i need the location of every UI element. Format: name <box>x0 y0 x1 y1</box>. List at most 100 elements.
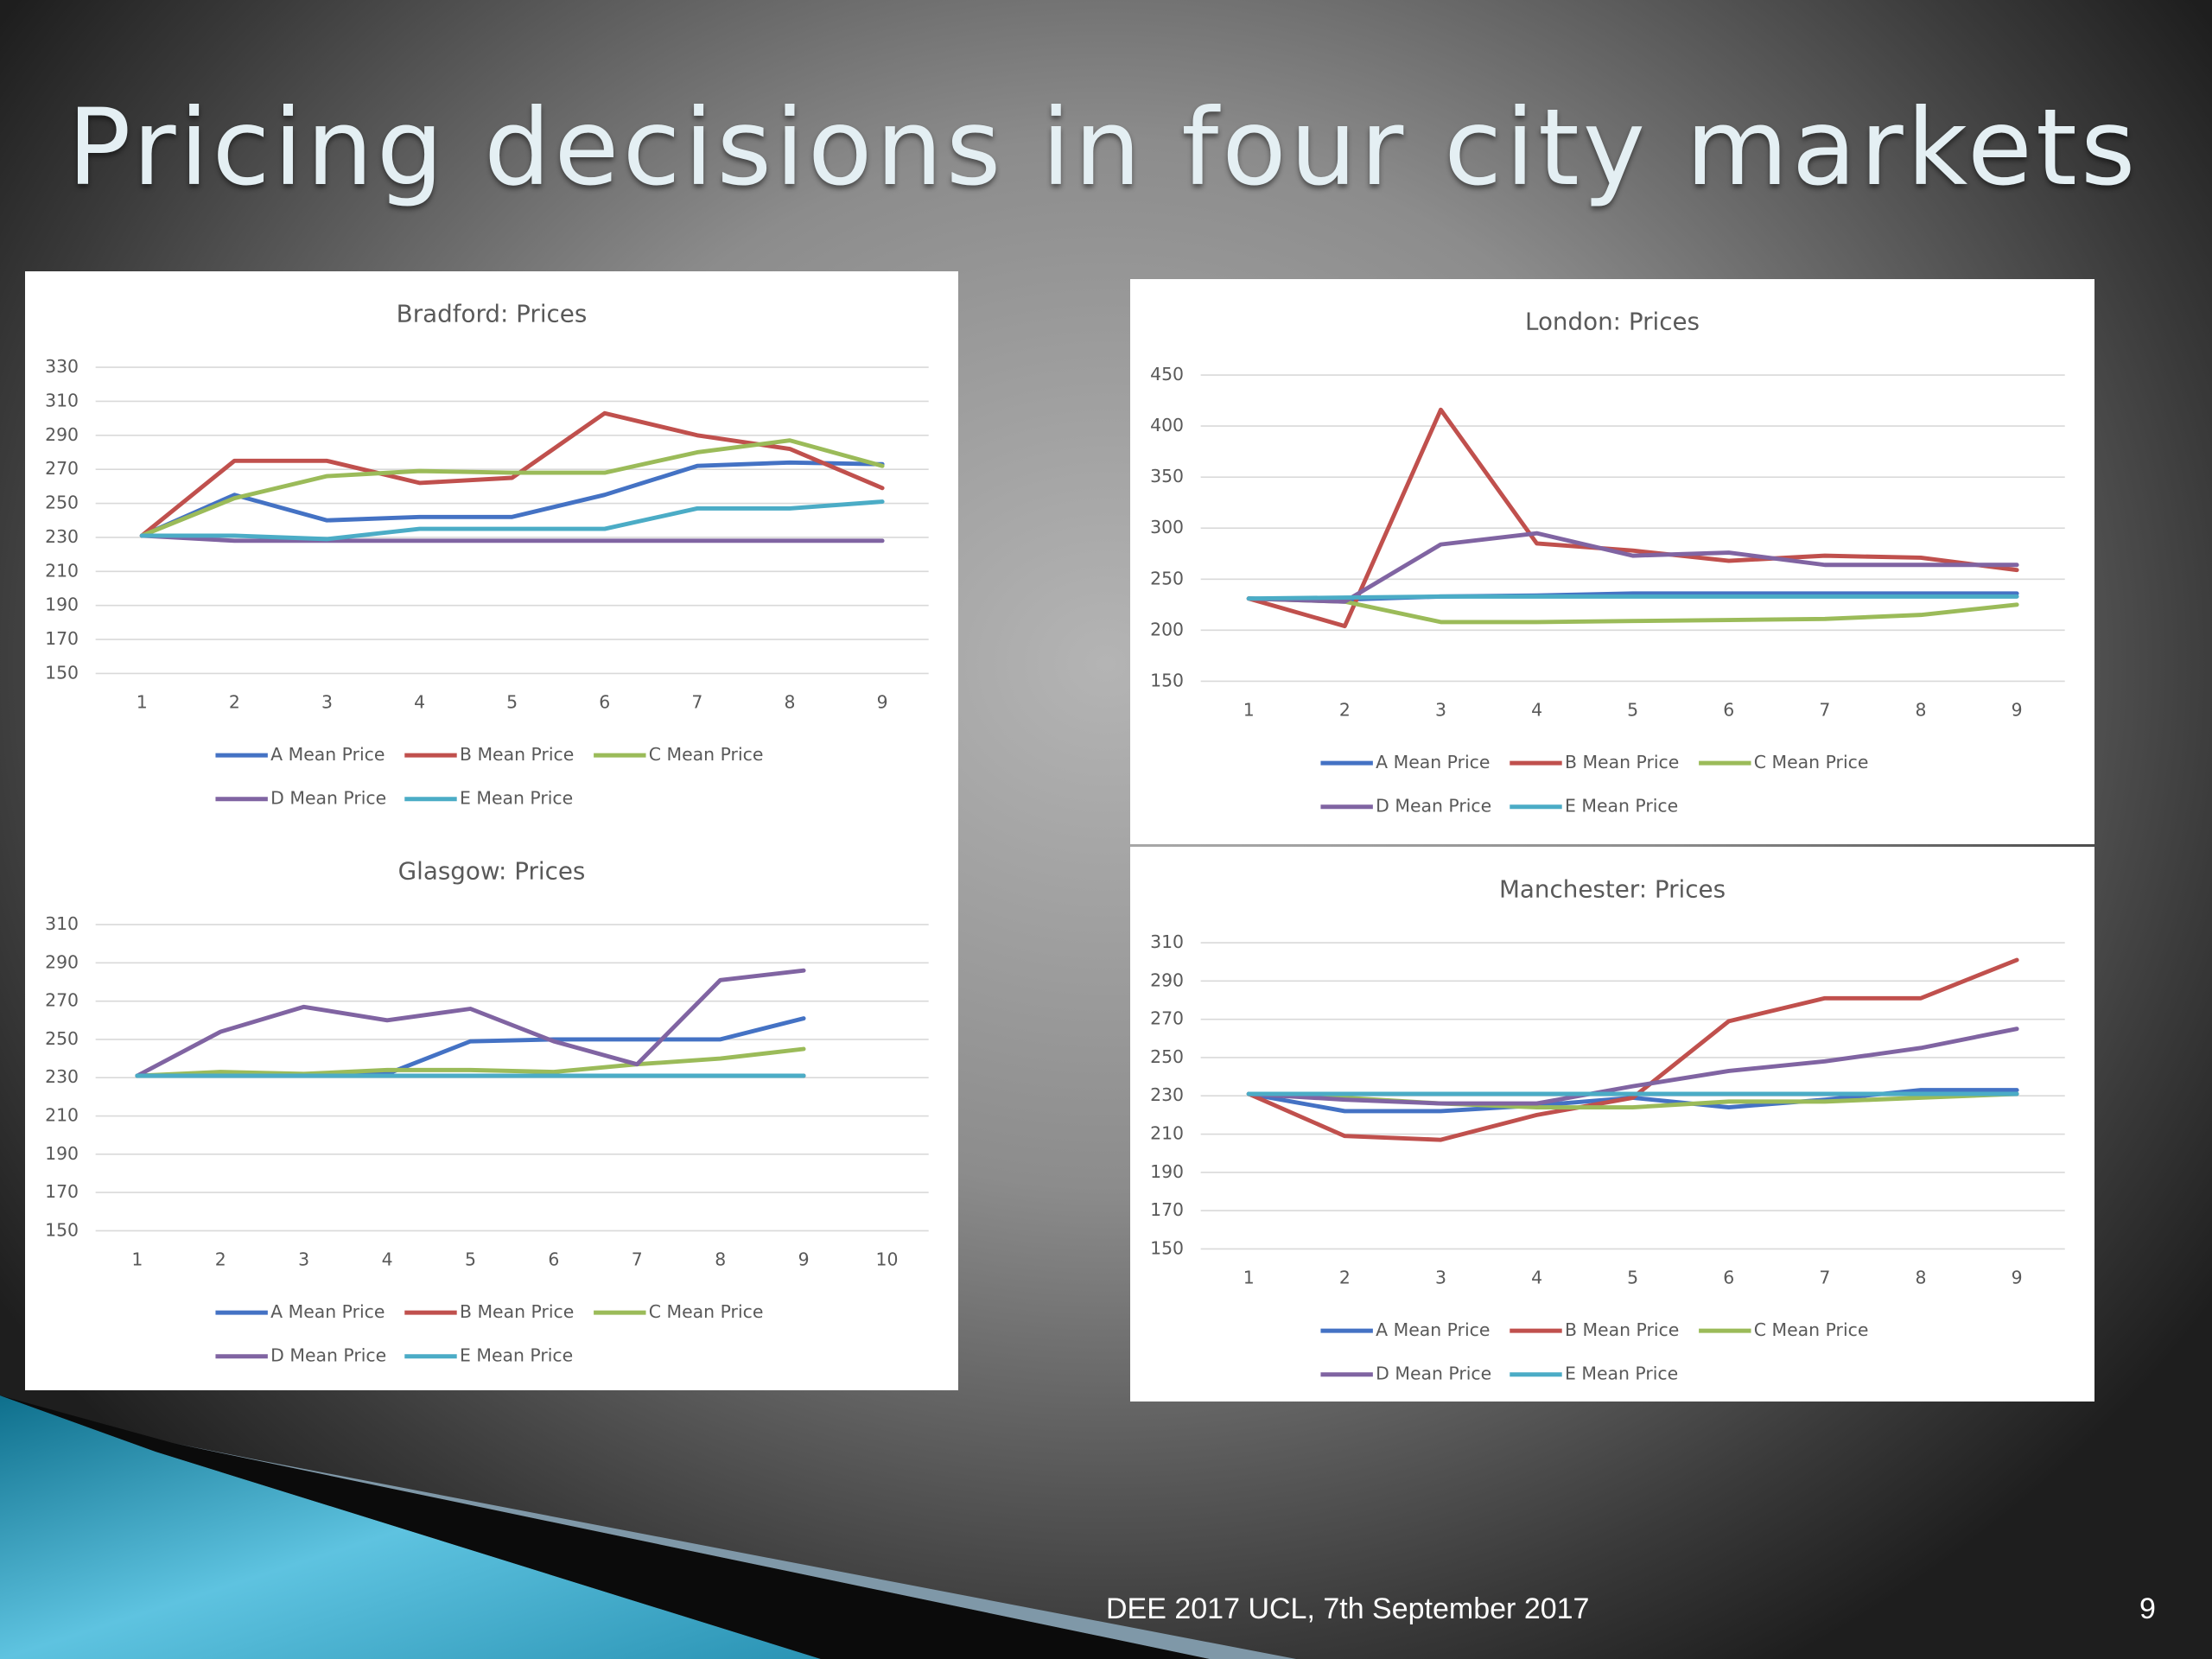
y-tick-label: 190 <box>45 594 79 615</box>
chart: Manchester: Prices 150 170 190 210 230 250 270 2… <box>1150 875 2065 1384</box>
y-tick-label: 210 <box>45 560 79 581</box>
legend-label: C Mean Price <box>649 744 764 765</box>
chart-title: Bradford: Prices <box>397 300 588 328</box>
legend-label: B Mean Price <box>460 744 574 765</box>
legend-label: A Mean Price <box>270 1301 385 1322</box>
y-tick-label: 300 <box>1150 517 1184 537</box>
chart: Bradford: Prices 150 170 190 210 230 250 270 290… <box>45 300 929 809</box>
y-tick-label: 230 <box>45 526 79 547</box>
chart: Glasgow: Prices1501701902102302502702903… <box>45 857 929 1366</box>
y-tick-label: 250 <box>1150 1046 1184 1067</box>
chart-panel: Manchester: Prices 150 170 190 210 230 250 270 2… <box>1130 847 2094 1402</box>
series-line <box>1246 957 2019 1142</box>
y-tick-label: 250 <box>45 493 79 513</box>
y-tick-label: 250 <box>45 1028 79 1049</box>
series-line <box>139 438 885 538</box>
x-tick-label: 9 <box>2012 700 2023 721</box>
x-tick-label: 7 <box>1819 700 1830 721</box>
y-tick-label: 150 <box>1150 1237 1184 1258</box>
y-tick-label: 230 <box>45 1066 79 1087</box>
x-tick-label: 2 <box>215 1249 226 1270</box>
x-tick-label: 8 <box>715 1249 726 1270</box>
x-tick-label: 4 <box>1531 700 1542 721</box>
x-tick-label: 1 <box>137 692 148 713</box>
x-tick-label: 6 <box>1723 700 1734 721</box>
chart-panel: London: Prices 150 200 250 300 350 400 450 1 2 3 4 5… <box>1130 279 2094 844</box>
y-tick-label: 310 <box>45 390 79 410</box>
y-tick-label: 290 <box>1150 969 1184 990</box>
y-tick-label: 270 <box>1150 1008 1184 1029</box>
y-tick-label: 400 <box>1150 415 1184 435</box>
x-tick-label: 3 <box>1435 1268 1446 1288</box>
y-tick-label: 170 <box>1150 1199 1184 1220</box>
y-tick-label: 330 <box>45 356 79 377</box>
x-tick-label: 4 <box>382 1249 393 1270</box>
x-tick-label: 7 <box>1819 1268 1830 1288</box>
y-tick-label: 270 <box>45 990 79 1011</box>
y-tick-label: 190 <box>1150 1161 1184 1182</box>
series-line <box>139 460 885 538</box>
x-tick-label: 5 <box>506 692 518 713</box>
series-line <box>1246 594 2019 601</box>
legend-label: E Mean Price <box>1565 1363 1678 1384</box>
x-tick-label: 7 <box>691 692 702 713</box>
legend-label: D Mean Price <box>270 788 386 809</box>
legend-label: E Mean Price <box>460 788 573 809</box>
x-tick-label: 1 <box>1243 1268 1255 1288</box>
x-tick-label: 9 <box>798 1249 810 1270</box>
y-tick-label: 450 <box>1150 364 1184 385</box>
x-tick-label: 1 <box>1243 700 1255 721</box>
x-tick-label: 1 <box>131 1249 143 1270</box>
y-tick-label: 170 <box>45 628 79 649</box>
y-tick-label: 350 <box>1150 466 1184 486</box>
series-line <box>139 533 885 543</box>
series-line <box>139 499 885 542</box>
y-tick-label: 290 <box>45 424 79 445</box>
x-tick-label: 6 <box>1723 1268 1734 1288</box>
y-tick-label: 150 <box>1150 670 1184 690</box>
x-tick-label: 10 <box>876 1249 899 1270</box>
footer: DEE 2017 UCL, 7th September 2017 <box>1106 1592 1590 1625</box>
x-tick-label: 2 <box>1339 1268 1351 1288</box>
chart-panel: Glasgow: Prices 150 170 190 210 230 250 270 290 3… <box>25 829 958 1390</box>
x-tick-label: 5 <box>1627 1268 1638 1288</box>
legend-label: B Mean Price <box>460 1301 574 1322</box>
slide-title: Pricing decisions in four city markets <box>67 86 2139 209</box>
legend-label: A Mean Price <box>1376 1319 1490 1340</box>
x-tick-label: 5 <box>1627 700 1638 721</box>
x-tick-label: 3 <box>321 692 333 713</box>
series-line <box>135 1046 806 1078</box>
x-tick-label: 3 <box>298 1249 309 1270</box>
y-tick-label: 310 <box>45 913 79 934</box>
x-tick-label: 4 <box>1531 1268 1542 1288</box>
x-tick-label: 4 <box>414 692 425 713</box>
x-tick-label: 3 <box>1435 700 1446 721</box>
chart-title: London: Prices <box>1525 308 1700 336</box>
y-tick-label: 230 <box>1150 1084 1184 1105</box>
legend-label: B Mean Price <box>1565 752 1679 772</box>
series-line <box>1246 531 2019 604</box>
x-tick-label: 9 <box>877 692 888 713</box>
legend-label: A Mean Price <box>270 744 385 765</box>
legend-label: D Mean Price <box>270 1345 386 1366</box>
x-tick-label: 2 <box>229 692 240 713</box>
y-tick-label: 290 <box>45 951 79 972</box>
x-tick-label: 2 <box>1339 700 1351 721</box>
x-tick-label: 8 <box>1916 1268 1927 1288</box>
y-tick-label: 310 <box>1150 931 1184 952</box>
legend-label: C Mean Price <box>1754 1319 1869 1340</box>
legend-label: A Mean Price <box>1376 752 1490 772</box>
chart-panel: Bradford: Prices 150 170 190 210 230 250 270 290… <box>25 271 958 829</box>
x-tick-label: 6 <box>599 692 610 713</box>
y-tick-label: 170 <box>45 1181 79 1202</box>
chart-title: Manchester: Prices <box>1499 875 1726 904</box>
legend-label: C Mean Price <box>1754 752 1869 772</box>
y-tick-label: 150 <box>45 1219 79 1240</box>
page-number: 9 <box>2139 1592 2156 1625</box>
x-tick-label: 5 <box>465 1249 476 1270</box>
legend-label: E Mean Price <box>1565 796 1678 817</box>
y-tick-label: 190 <box>45 1143 79 1164</box>
legend-label: B Mean Price <box>1565 1319 1679 1340</box>
x-tick-label: 8 <box>1916 700 1927 721</box>
